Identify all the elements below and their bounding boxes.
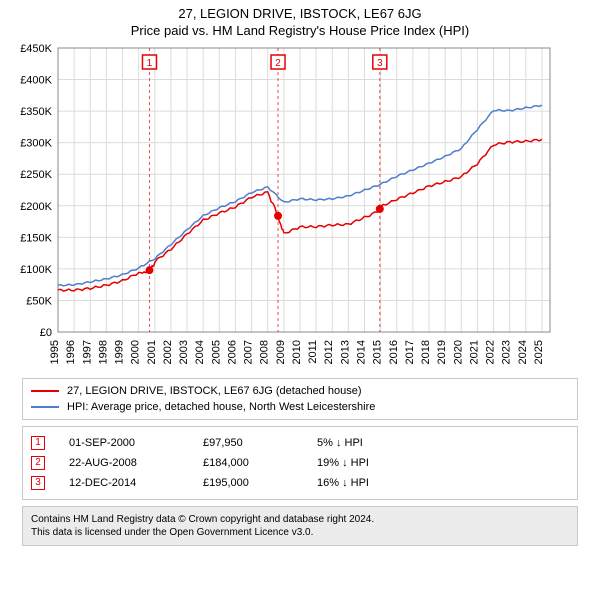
x-tick-label: 2012 xyxy=(323,340,335,364)
legend-item: 27, LEGION DRIVE, IBSTOCK, LE67 6JG (det… xyxy=(31,383,569,399)
y-tick-label: £350K xyxy=(20,106,52,118)
event-row: 3 12-DEC-2014 £195,000 16% ↓ HPI xyxy=(31,473,569,493)
y-tick-label: £150K xyxy=(20,232,52,244)
x-tick-label: 1997 xyxy=(81,340,93,364)
x-tick-label: 2006 xyxy=(226,340,238,364)
event-row-delta: 5% ↓ HPI xyxy=(317,433,363,453)
x-tick-label: 2022 xyxy=(485,340,497,364)
x-tick-label: 2019 xyxy=(436,340,448,364)
event-row-price: £97,950 xyxy=(203,433,293,453)
event-row-delta: 19% ↓ HPI xyxy=(317,453,369,473)
x-tick-label: 2018 xyxy=(420,340,432,364)
x-tick-label: 2000 xyxy=(130,340,142,364)
y-tick-label: £300K xyxy=(20,138,52,150)
x-tick-label: 2010 xyxy=(291,340,303,364)
event-row-date: 12-DEC-2014 xyxy=(69,473,179,493)
event-row: 1 01-SEP-2000 £97,950 5% ↓ HPI xyxy=(31,433,569,453)
event-row: 2 22-AUG-2008 £184,000 19% ↓ HPI xyxy=(31,453,569,473)
attribution-line2: This data is licensed under the Open Gov… xyxy=(31,526,569,539)
x-tick-label: 2013 xyxy=(339,340,351,364)
event-row-marker: 3 xyxy=(31,476,45,490)
event-row-date: 01-SEP-2000 xyxy=(69,433,179,453)
y-tick-label: £0 xyxy=(40,327,52,339)
x-tick-label: 2025 xyxy=(533,340,545,364)
chart-title: 27, LEGION DRIVE, IBSTOCK, LE67 6JG xyxy=(0,6,600,21)
event-marker-label: 3 xyxy=(377,58,383,69)
x-tick-label: 1995 xyxy=(49,340,61,364)
x-tick-label: 2002 xyxy=(162,340,174,364)
event-row-date: 22-AUG-2008 xyxy=(69,453,179,473)
x-tick-label: 1998 xyxy=(97,340,109,364)
x-tick-label: 2023 xyxy=(501,340,513,364)
y-tick-label: £250K xyxy=(20,169,52,181)
x-tick-label: 2009 xyxy=(275,340,287,364)
event-row-marker: 1 xyxy=(31,436,45,450)
y-tick-label: £200K xyxy=(20,201,52,213)
event-marker-label: 1 xyxy=(147,58,153,69)
legend-swatch xyxy=(31,406,59,408)
x-tick-label: 2020 xyxy=(452,340,464,364)
x-tick-label: 1996 xyxy=(65,340,77,364)
x-tick-label: 2004 xyxy=(194,340,206,364)
x-tick-label: 2007 xyxy=(243,340,255,364)
x-tick-label: 2014 xyxy=(355,340,367,364)
y-tick-label: £400K xyxy=(20,75,52,87)
event-row-marker: 2 xyxy=(31,456,45,470)
attribution-line1: Contains HM Land Registry data © Crown c… xyxy=(31,513,569,526)
legend: 27, LEGION DRIVE, IBSTOCK, LE67 6JG (det… xyxy=(22,378,578,420)
x-tick-label: 2015 xyxy=(372,340,384,364)
legend-label: HPI: Average price, detached house, Nort… xyxy=(67,399,375,415)
x-tick-label: 2017 xyxy=(404,340,416,364)
legend-item: HPI: Average price, detached house, Nort… xyxy=(31,399,569,415)
x-tick-label: 2008 xyxy=(259,340,271,364)
x-tick-label: 2003 xyxy=(178,340,190,364)
legend-label: 27, LEGION DRIVE, IBSTOCK, LE67 6JG (det… xyxy=(67,383,362,399)
events-table: 1 01-SEP-2000 £97,950 5% ↓ HPI 2 22-AUG-2008 £… xyxy=(22,426,578,500)
event-marker-label: 2 xyxy=(275,58,281,69)
x-tick-label: 2021 xyxy=(468,340,480,364)
y-tick-label: £50K xyxy=(26,295,52,307)
event-row-price: £184,000 xyxy=(203,453,293,473)
attribution: Contains HM Land Registry data © Crown c… xyxy=(22,506,578,546)
x-tick-label: 2001 xyxy=(146,340,158,364)
x-tick-label: 2005 xyxy=(210,340,222,364)
legend-swatch xyxy=(31,390,59,392)
x-tick-label: 2016 xyxy=(388,340,400,364)
chart-subtitle: Price paid vs. HM Land Registry's House … xyxy=(0,23,600,38)
price-chart: £0 £50K £100K £150K £200K £250K £300K £350K £400… xyxy=(0,42,560,372)
x-tick-label: 2024 xyxy=(517,340,529,364)
x-tick-label: 1999 xyxy=(114,340,126,364)
event-row-price: £195,000 xyxy=(203,473,293,493)
x-tick-label: 2011 xyxy=(307,340,319,364)
event-row-delta: 16% ↓ HPI xyxy=(317,473,369,493)
y-tick-label: £450K xyxy=(20,43,52,55)
y-tick-label: £100K xyxy=(20,264,52,276)
